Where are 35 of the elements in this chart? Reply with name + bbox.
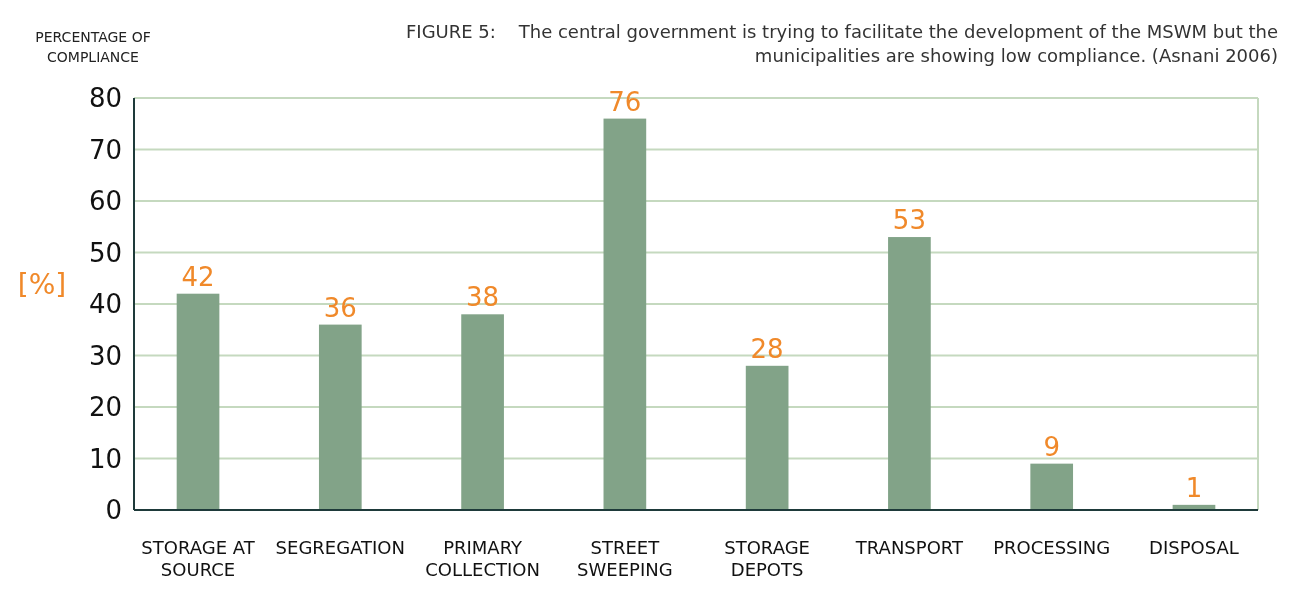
x-tick-label: STORAGE AT SOURCE [141, 537, 256, 580]
chart-title: FIGURE 5: The central government is trying to facilitate the development of the MSWM but the municipalities are showing low compliance. (Asnani 2006) [405, 21, 1278, 66]
bar [603, 118, 647, 510]
data-label: 36 [323, 292, 357, 323]
x-tick-label: DISPOSAL [1149, 537, 1239, 558]
y-axis-title: [%] [17, 268, 67, 301]
bar [1030, 463, 1074, 510]
data-label: 42 [181, 261, 215, 292]
y-tick-label: 10 [88, 443, 122, 474]
x-tick-label: PRIMARY COLLECTION [425, 537, 540, 580]
data-label: 1 [1185, 472, 1203, 503]
y-tick-label: 20 [88, 392, 122, 423]
y-tick-label: 50 [88, 237, 122, 268]
y-tick-label: 40 [88, 289, 122, 320]
data-label: 28 [750, 333, 784, 364]
data-label: 38 [466, 282, 500, 313]
x-tick-label: SEGREGATION [275, 537, 406, 558]
bar [318, 324, 362, 510]
bar [745, 365, 789, 510]
x-tick-label: PROCESSING [993, 537, 1111, 558]
y-tick-label: 30 [88, 340, 122, 371]
x-tick-label: STORAGE DEPOTS [724, 537, 810, 580]
x-tick-label: STREET SWEEPING [577, 537, 673, 580]
y-tick-label: 0 [105, 495, 122, 526]
data-label: 53 [892, 205, 926, 236]
y-tick-label: 70 [88, 134, 122, 165]
text: PERCENTAGE OF COMPLIANCE [35, 29, 151, 65]
data-label: 76 [608, 86, 642, 117]
y-tick-label: 80 [88, 83, 122, 114]
y-tick-label: 60 [88, 186, 122, 217]
x-tick-label: TRANSPORT [854, 537, 965, 558]
bar [176, 293, 220, 510]
bar [461, 314, 504, 510]
data-label: 9 [1043, 431, 1060, 462]
bar [888, 237, 931, 510]
